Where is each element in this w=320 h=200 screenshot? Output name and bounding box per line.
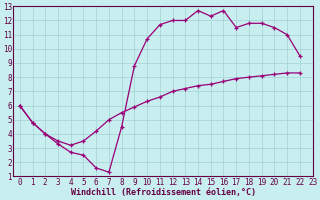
X-axis label: Windchill (Refroidissement éolien,°C): Windchill (Refroidissement éolien,°C): [70, 188, 255, 197]
